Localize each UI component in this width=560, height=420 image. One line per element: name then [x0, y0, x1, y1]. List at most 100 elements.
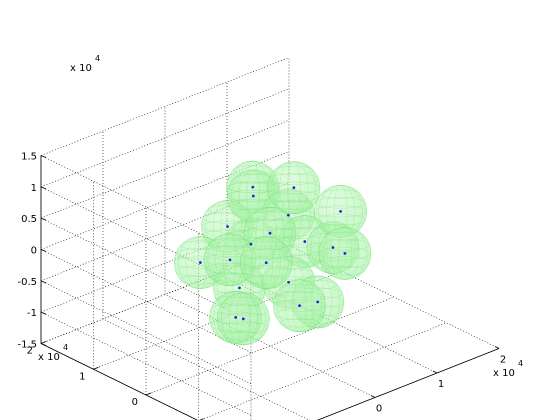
- sphere-mesh-meridian: [330, 227, 360, 280]
- y-tick: [40, 341, 47, 344]
- data-point: [198, 261, 202, 264]
- x-tick: [494, 346, 500, 349]
- y-axis-multiplier: x 10: [38, 352, 60, 363]
- z-tick: [40, 343, 47, 346]
- sphere-mesh-latitude: [325, 266, 365, 276]
- z-tick-label: -0.5: [17, 277, 37, 288]
- data-point: [234, 316, 238, 319]
- sphere-mesh-meridian: [220, 292, 266, 346]
- sphere-mesh-meridian: [251, 236, 281, 289]
- sphere-mesh-latitude: [250, 211, 290, 221]
- sphere-mesh-meridian: [243, 236, 289, 289]
- sphere-mesh-latitude: [274, 291, 325, 303]
- data-point: [251, 185, 255, 189]
- z-tick: [40, 155, 47, 158]
- sphere-mesh-latitude: [325, 231, 365, 241]
- sphere-mesh-latitude: [320, 256, 370, 268]
- x-tick-label: 1: [438, 379, 444, 390]
- data-point: [249, 242, 253, 246]
- sphere-mesh-latitude: [315, 214, 366, 226]
- sphere-mesh-meridian: [228, 292, 258, 346]
- grid-line: [40, 343, 198, 420]
- data-point: [339, 209, 342, 213]
- data-point: [251, 194, 255, 198]
- y-tick: [93, 366, 99, 370]
- sphere-mesh-meridian: [279, 161, 309, 214]
- x-tick: [432, 370, 438, 374]
- sphere-mesh-meridian: [292, 279, 307, 332]
- sphere-mesh-latitude: [218, 304, 269, 316]
- data-point: [238, 286, 241, 290]
- grid-line: [40, 119, 290, 219]
- data-point: [331, 246, 335, 249]
- grid-line: [145, 296, 395, 396]
- sphere-mesh-latitude: [279, 318, 320, 328]
- data-point: [303, 240, 307, 243]
- sphere-mesh-meridian: [271, 161, 317, 214]
- grid-line: [40, 343, 198, 420]
- sphere-mesh-meridian: [287, 161, 301, 214]
- sphere-mesh-meridian: [277, 279, 322, 332]
- y-tick-label: 0: [132, 397, 138, 408]
- sphere-mesh-latitude: [274, 200, 314, 210]
- x-tick-label: 0: [376, 404, 382, 415]
- y-tick-label: 1: [79, 371, 85, 382]
- sphere-mesh-meridian: [236, 292, 251, 346]
- z-tick-label: -1.5: [17, 340, 37, 351]
- z-axis-multiplier: x 10: [70, 63, 92, 74]
- sphere-mesh-latitude: [273, 299, 326, 312]
- sphere-mesh-latitude: [217, 312, 270, 325]
- marker-layer: [198, 185, 347, 321]
- sphere-mesh-latitude: [279, 283, 320, 294]
- data-point: [343, 252, 347, 255]
- sphere-mesh-latitude: [241, 265, 292, 277]
- sphere-mesh-latitude: [245, 218, 295, 231]
- z-tick: [40, 280, 47, 284]
- data-point: [316, 300, 320, 304]
- sphere-mesh-latitude: [246, 275, 287, 285]
- sphere-mesh-latitude: [315, 197, 366, 209]
- z-axis-exponent: 4: [95, 54, 100, 63]
- sphere-mesh-latitude: [223, 297, 264, 307]
- sphere-mesh-latitude: [269, 190, 319, 202]
- sphere-mesh-latitude: [320, 189, 361, 199]
- y-axis-exponent: 4: [63, 343, 68, 352]
- sphere-mesh-meridian: [223, 233, 237, 287]
- x-tick-label: 2: [500, 355, 506, 366]
- y-axis-line: [40, 343, 198, 420]
- z-tick-label: 0: [31, 246, 37, 257]
- z-tick: [40, 186, 47, 190]
- sphere-mesh-meridian: [338, 227, 352, 280]
- z-tick-label: 1: [31, 183, 37, 194]
- grid-line: [199, 322, 447, 420]
- x-tick: [370, 395, 376, 398]
- x-axis-exponent: 4: [518, 359, 523, 368]
- sphere-mesh-latitude: [241, 248, 292, 260]
- data-point: [228, 258, 232, 262]
- data-point: [287, 280, 290, 284]
- sphere-layer: [174, 160, 372, 346]
- sphere-mesh-latitude: [318, 247, 372, 260]
- sphere-mesh-meridian: [259, 236, 273, 289]
- data-point: [264, 261, 268, 265]
- sphere-mesh-latitude: [274, 308, 325, 320]
- grid-line: [40, 88, 290, 188]
- x-axis-multiplier: x 10: [493, 368, 515, 379]
- y-tick-label: 2: [27, 346, 33, 357]
- sphere-mesh-meridian: [285, 279, 315, 332]
- sphere-mesh-latitude: [267, 181, 321, 194]
- data-point: [292, 186, 296, 190]
- data-point: [286, 213, 290, 217]
- z-tick-label: -1: [27, 308, 37, 319]
- data-point: [268, 231, 272, 235]
- label-layer: x 10 4 x 10 4 x 10 4 -1.5-1-0.500.511.5-…: [17, 54, 523, 415]
- axis-layer: [40, 155, 500, 420]
- data-point: [241, 317, 245, 321]
- data-point: [226, 225, 229, 228]
- grid-line: [40, 57, 290, 156]
- z-tick: [40, 249, 47, 252]
- sphere-mesh-latitude: [218, 321, 269, 334]
- z-tick-label: 1.5: [21, 151, 37, 162]
- z-tick: [40, 217, 47, 221]
